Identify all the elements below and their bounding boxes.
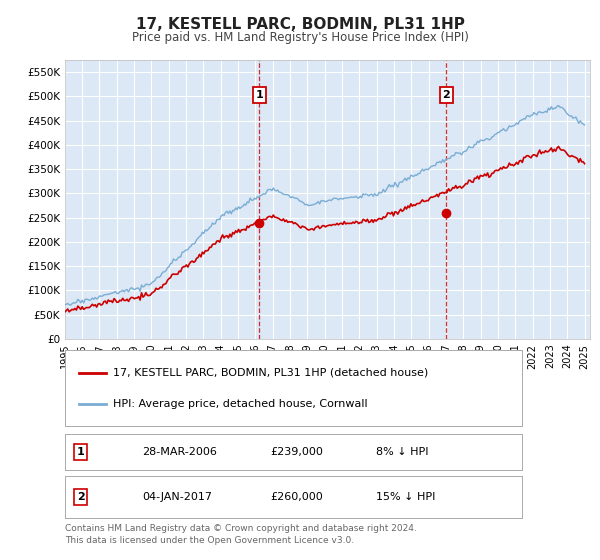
Text: 04-JAN-2017: 04-JAN-2017 <box>143 492 212 502</box>
Text: HPI: Average price, detached house, Cornwall: HPI: Average price, detached house, Corn… <box>113 399 367 409</box>
Text: 1: 1 <box>77 447 85 457</box>
Text: 15% ↓ HPI: 15% ↓ HPI <box>376 492 435 502</box>
Text: 2: 2 <box>77 492 85 502</box>
Text: 17, KESTELL PARC, BODMIN, PL31 1HP: 17, KESTELL PARC, BODMIN, PL31 1HP <box>136 17 464 32</box>
Text: £260,000: £260,000 <box>271 492 323 502</box>
Text: 17, KESTELL PARC, BODMIN, PL31 1HP (detached house): 17, KESTELL PARC, BODMIN, PL31 1HP (deta… <box>113 368 428 377</box>
Text: 2: 2 <box>442 90 450 100</box>
Text: Price paid vs. HM Land Registry's House Price Index (HPI): Price paid vs. HM Land Registry's House … <box>131 31 469 44</box>
Text: 28-MAR-2006: 28-MAR-2006 <box>143 447 217 457</box>
Text: Contains HM Land Registry data © Crown copyright and database right 2024.
This d: Contains HM Land Registry data © Crown c… <box>65 524 416 545</box>
Text: 1: 1 <box>256 90 263 100</box>
Text: 8% ↓ HPI: 8% ↓ HPI <box>376 447 428 457</box>
Text: £239,000: £239,000 <box>271 447 323 457</box>
